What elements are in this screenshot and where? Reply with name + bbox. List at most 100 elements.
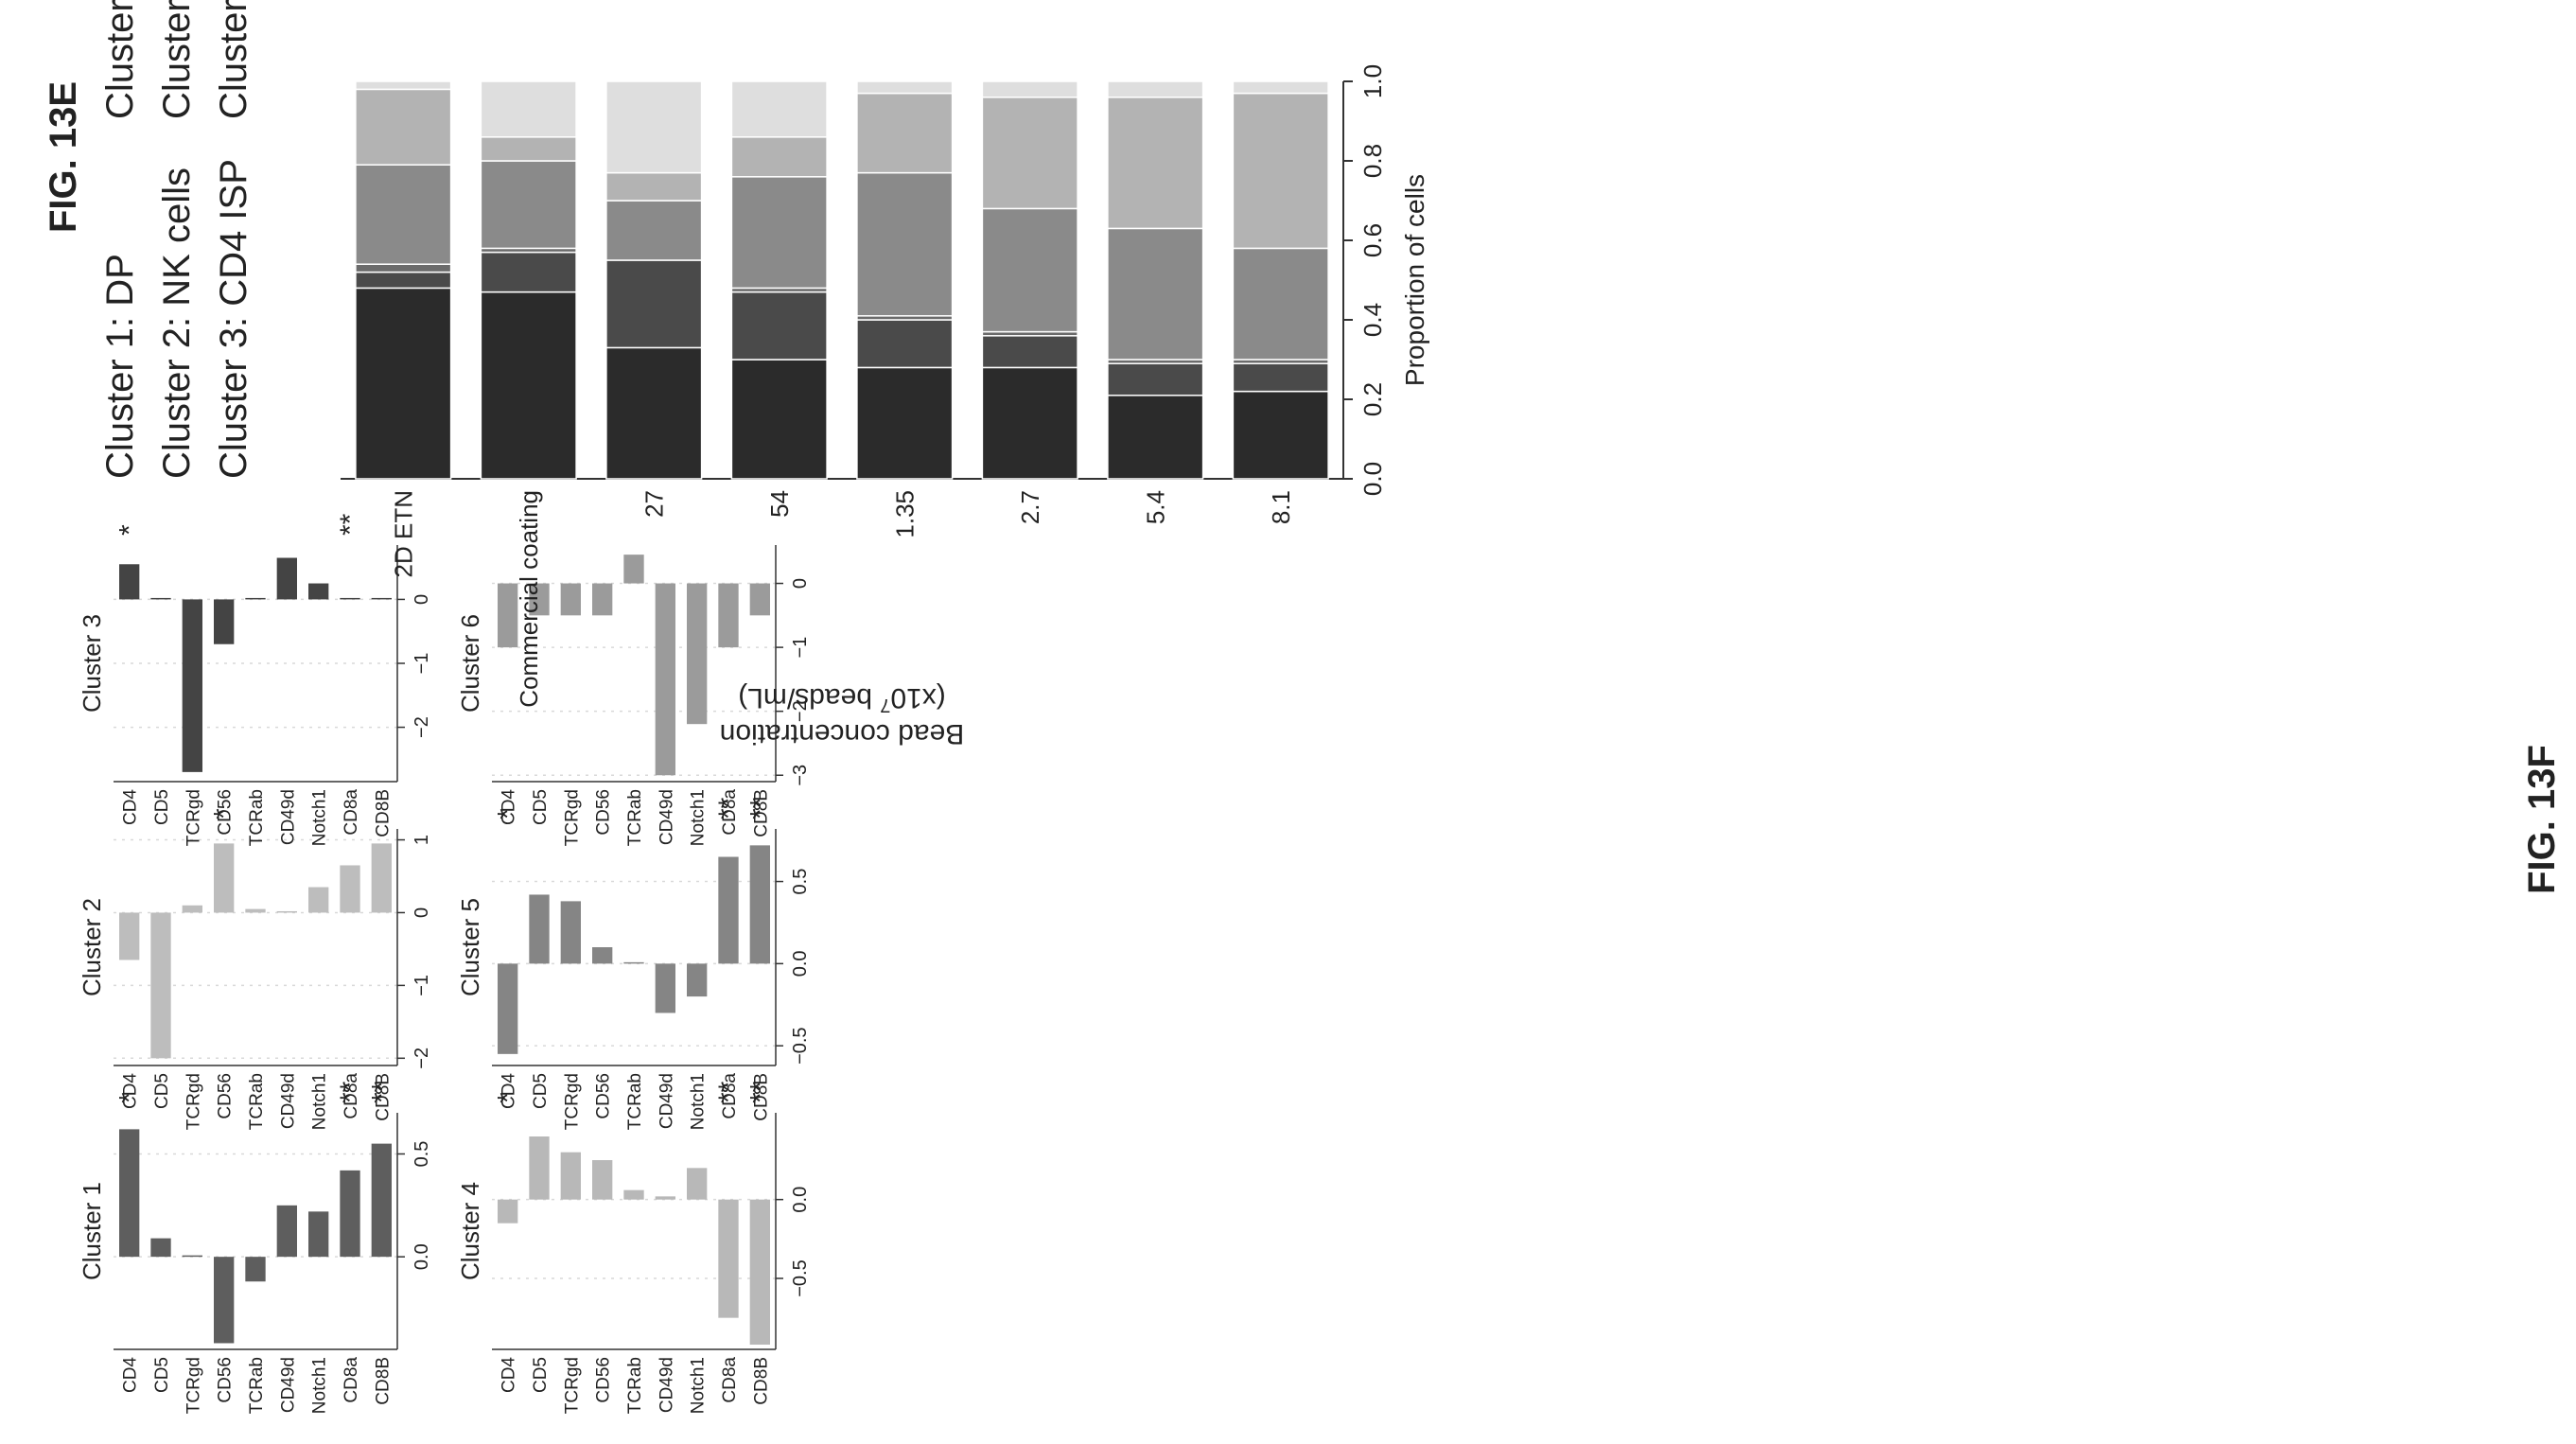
- category-label: CD8a: [342, 1073, 361, 1119]
- bar-CD8a: [340, 597, 360, 600]
- bar-TCRab: [245, 597, 266, 600]
- bar-Notch1: [687, 1168, 708, 1200]
- bar-CD56: [214, 843, 235, 913]
- bar-TCRgd: [560, 1152, 582, 1200]
- category-label: CD56: [594, 1357, 614, 1403]
- category-label: 27: [640, 490, 668, 518]
- bar-segment-Other: [480, 80, 577, 138]
- significance-star: **: [713, 1081, 745, 1103]
- bar-CD8B: [749, 845, 771, 964]
- bar-segment-NK Cells: [1232, 362, 1329, 393]
- category-label: CD8B: [373, 1073, 393, 1121]
- bar-segment-NK Cells: [981, 335, 1078, 369]
- bar-segment-CD4 ISP: [355, 263, 452, 273]
- bar-segment-NK Cells: [1107, 362, 1204, 396]
- significance-star: *: [493, 808, 524, 819]
- x-axis-subtitle-pre: (x10: [890, 682, 945, 713]
- category-label: CD5: [531, 789, 551, 825]
- category-label: CD4: [499, 789, 519, 825]
- category-label: TCRab: [625, 1357, 645, 1414]
- bar-segment-Other: [981, 80, 1078, 98]
- bar-CD4: [119, 564, 140, 600]
- bar-segment-DN: [1107, 227, 1204, 361]
- bar-Notch1: [308, 1211, 329, 1258]
- bar-segment-DN: [480, 160, 577, 250]
- y-tick-label: 0.0: [1358, 462, 1387, 496]
- category-label: CD49d: [278, 1073, 298, 1129]
- category-label: TCRgd: [562, 1357, 582, 1414]
- category-label: Notch1: [310, 1073, 330, 1130]
- category-label: CD8a: [342, 1357, 361, 1403]
- y-tick-label: 0.8: [1358, 144, 1387, 178]
- category-label: CD4: [121, 1073, 141, 1109]
- bar-CD4: [498, 1199, 518, 1224]
- bar-segment-Other: [730, 80, 828, 138]
- y-tick-label: −0.5: [790, 1027, 811, 1064]
- category-label: CD5: [531, 1357, 551, 1393]
- bar-CD5: [529, 894, 550, 964]
- y-tick-label: 1: [412, 835, 432, 845]
- bar-segment-DN: [730, 176, 828, 290]
- bar-segment-Other: [856, 80, 954, 95]
- category-label: 1.35: [890, 490, 919, 538]
- y-tick-label: 0.5: [412, 1141, 432, 1168]
- bar-CD5: [150, 912, 171, 1059]
- bar-segment-Other: [1107, 80, 1204, 98]
- significance-star: *: [493, 1092, 524, 1103]
- panel-title: Cluster 5: [456, 898, 484, 996]
- cluster-key-item: Cluster 6: Other: [213, 0, 254, 119]
- bar-segment-DP: [355, 287, 452, 480]
- bar-segment-NK Cells: [480, 251, 577, 293]
- bar-Notch1: [308, 583, 329, 600]
- category-label: Notch1: [310, 789, 330, 846]
- cluster-panel-6: Cluster 6 0 −1 −2 −3 CD4 CD5 TCRgd CD56 TCRab CD49…: [456, 545, 811, 846]
- category-label: CD8a: [720, 1357, 740, 1403]
- bar-CD4: [498, 583, 518, 648]
- bar-CD8a: [340, 1170, 360, 1258]
- cluster-panel-1: Cluster 1 0.5 0.0 CD4 * CD5 TCRgd CD56 TCRab CD49…: [78, 1081, 432, 1414]
- bar-segment-DP: [856, 366, 954, 480]
- bar-segment-DN: [856, 171, 954, 317]
- bar-CD4: [498, 963, 518, 1054]
- category-label: CD8B: [751, 1073, 771, 1121]
- category-label: CD56: [216, 1357, 236, 1403]
- bar-segment-DN: [981, 207, 1078, 333]
- y-tick-label: 0.4: [1358, 303, 1387, 337]
- category-label: TCRgd: [184, 789, 203, 846]
- significance-star: **: [335, 513, 366, 536]
- bar-segment-DP: [480, 291, 577, 480]
- category-label: CD56: [594, 1073, 614, 1119]
- category-label: Commercial coating: [515, 490, 543, 708]
- x-axis-subtitle: (x107 beads/mL): [738, 682, 946, 715]
- category-label: TCRab: [625, 1073, 645, 1130]
- y-tick-label: 0.0: [412, 1243, 432, 1270]
- fig-13e-label: FIG. 13E: [43, 81, 84, 233]
- cluster-key: Cluster 1: DP Cluster 2: NK cells Cluster …: [99, 0, 254, 479]
- bar-segment-CD8 SP: [355, 88, 452, 166]
- significance-star: **: [335, 1081, 366, 1103]
- bar-segment-NK Cells: [355, 271, 452, 290]
- bar-TCRgd: [560, 901, 582, 964]
- bar-segment-CD8 SP: [1232, 92, 1329, 250]
- stacked-bar-panel: 0.0 0.2 0.4 0.6 0.8 1.0 Proportion of cells 2D …: [341, 64, 1429, 749]
- bar-TCRgd: [182, 1255, 203, 1258]
- fig-13f-label: FIG. 13F: [2521, 745, 2563, 894]
- y-tick-label: 0.5: [790, 869, 811, 895]
- y-tick-label: −0.5: [790, 1259, 811, 1296]
- category-label: CD8a: [342, 789, 361, 836]
- y-tick-label: −1: [412, 975, 432, 996]
- category-label: Notch1: [310, 1357, 330, 1414]
- bar-CD4: [119, 1129, 140, 1258]
- category-label: CD5: [152, 789, 172, 825]
- category-label: TCRab: [247, 1073, 267, 1130]
- bar-segment-NK Cells: [605, 259, 703, 349]
- bar-CD56: [592, 583, 613, 616]
- significance-star: **: [713, 797, 745, 819]
- bar-segment-CD8 SP: [856, 92, 954, 174]
- bar-segment-DP: [981, 366, 1078, 480]
- category-label: CD49d: [657, 1357, 676, 1413]
- bar-Notch1: [308, 887, 329, 913]
- bar-TCRab: [245, 1257, 266, 1282]
